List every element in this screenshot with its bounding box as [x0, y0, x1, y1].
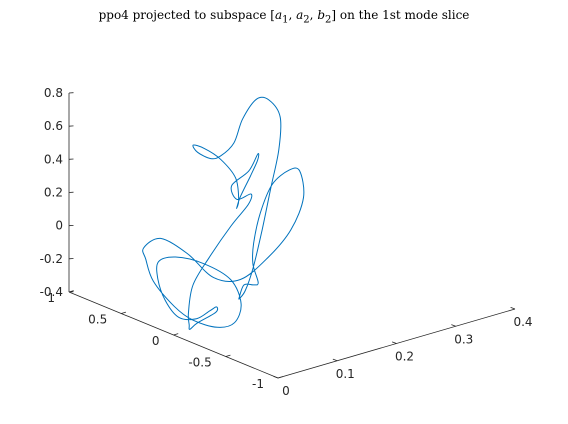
- x-tick-mark: [391, 341, 397, 344]
- y-tick-label: -1: [252, 377, 264, 391]
- chart-title: ppo4 projected to subspace [a1, a2, b2] …: [98, 8, 470, 26]
- x-tick-mark: [510, 307, 516, 310]
- x-tick-label: 0.3: [454, 332, 473, 346]
- y-tick-mark: [225, 354, 231, 357]
- z-tick-label: -0.4: [40, 285, 63, 299]
- y-tick-mark: [173, 333, 179, 336]
- z-tick-label: 0.4: [44, 152, 63, 166]
- axes-group: [68, 93, 516, 379]
- x-tick-mark: [273, 376, 279, 379]
- ticks-group: 0 0.1 0.2 0.3 0.4 -1 -0.5 0 0.5 1-0.4 -0.2 0 0.2 0.4 0…: [40, 86, 533, 398]
- series-group: [142, 96, 305, 330]
- y-tick-label: -0.5: [188, 356, 211, 370]
- x-tick-mark: [451, 324, 456, 327]
- y-tick-mark: [277, 376, 283, 379]
- series-line-0: [142, 96, 305, 330]
- z-tick-label: 0.2: [44, 186, 63, 200]
- z-tick-label: 0.8: [44, 86, 63, 100]
- x-tick-label: 0.4: [513, 315, 532, 329]
- x-tick-label: 0: [282, 384, 290, 398]
- y-tick-label: 1: [47, 291, 55, 305]
- y-tick-mark: [121, 311, 127, 314]
- z-tick-label: 0: [55, 219, 63, 233]
- x-tick-mark: [332, 358, 338, 362]
- x-tick-label: 0.2: [395, 350, 414, 364]
- x-tick-label: 0.1: [336, 367, 355, 381]
- z-tick-label: 0.6: [44, 119, 63, 133]
- y-tick-label: 0: [152, 334, 160, 348]
- z-tick-label: -0.2: [40, 252, 63, 266]
- y-tick-label: 0.5: [88, 313, 107, 327]
